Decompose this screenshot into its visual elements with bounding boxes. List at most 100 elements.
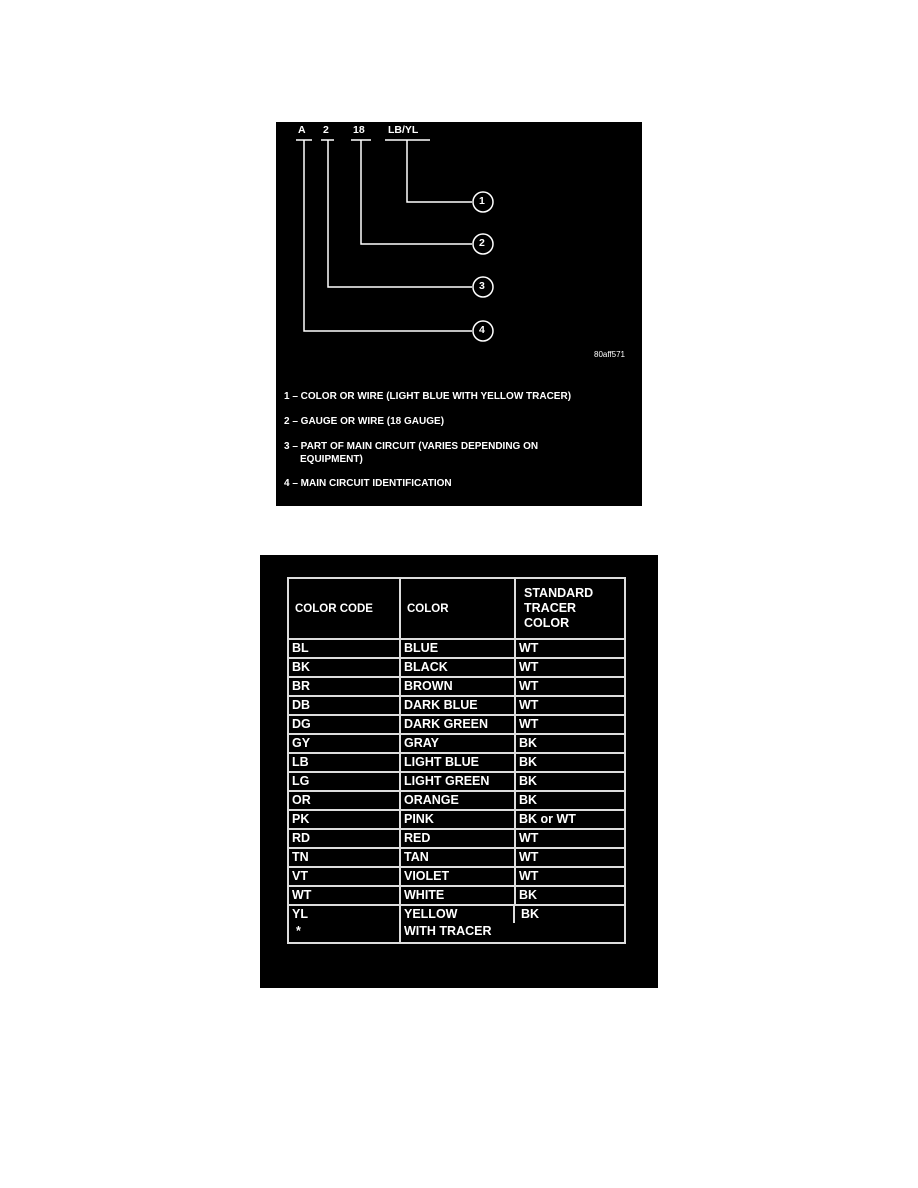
cell-code-text: YL	[292, 907, 308, 921]
cell-color-text: LIGHT GREEN	[404, 774, 490, 788]
cell-tracer-text: BK	[519, 774, 538, 788]
cell-tracer-text: WT	[519, 717, 539, 731]
cell-tracer-text: BK	[519, 888, 538, 902]
cell-color-text: VIOLET	[404, 869, 450, 883]
cell-tracer: BK	[514, 752, 626, 773]
cell-code-text: LB	[292, 755, 309, 769]
cell-color-text: RED	[404, 831, 431, 845]
cell-color-text: DARK GREEN	[404, 717, 489, 731]
cell-code-text: BK	[292, 660, 311, 674]
cell-code: PK	[287, 809, 401, 830]
cell-code: YL *	[287, 904, 401, 944]
cell-tracer: WT	[514, 828, 626, 849]
table-row: DB DARK BLUE WT	[287, 695, 626, 716]
cell-code: DG	[287, 714, 401, 735]
cell-color: YELLOW WITH TRACER	[399, 904, 515, 944]
cell-code-text: PK	[292, 812, 310, 826]
cell-code: VT	[287, 866, 401, 887]
table-row: VT VIOLET WT	[287, 866, 626, 887]
header-tracer: STANDARD TRACER COLOR	[514, 577, 626, 640]
cell-tracer: WT	[514, 847, 626, 868]
table-row: LG LIGHT GREEN BK	[287, 771, 626, 792]
callout-1: 1	[479, 195, 485, 207]
cell-tracer-text: BK	[519, 793, 538, 807]
cell-code: BK	[287, 657, 401, 678]
table-row: TN TAN WT	[287, 847, 626, 868]
cell-code: BR	[287, 676, 401, 697]
cell-code-text: BR	[292, 679, 311, 693]
cell-code-text: RD	[292, 831, 311, 845]
cell-tracer: BK	[513, 904, 626, 944]
cell-tracer: BK	[514, 790, 626, 811]
cell-color: BROWN	[399, 676, 516, 697]
cell-tracer-text: BK or WT	[519, 812, 576, 826]
cell-tracer: BK	[514, 733, 626, 754]
cell-code-text: WT	[292, 888, 312, 902]
cell-code: LG	[287, 771, 401, 792]
table-row: DG DARK GREEN WT	[287, 714, 626, 735]
cell-tracer: BK	[514, 771, 626, 792]
cell-color: RED	[399, 828, 516, 849]
cell-code-text: LG	[292, 774, 310, 788]
code-part-sub-circuit: 2	[323, 124, 329, 136]
table-row: GY GRAY BK	[287, 733, 626, 754]
cell-color: WHITE	[399, 885, 516, 906]
table-row: LB LIGHT BLUE BK	[287, 752, 626, 773]
cell-tracer-text: WT	[519, 850, 539, 864]
table-row: PK PINK BK or WT	[287, 809, 626, 830]
table-row: BK BLACK WT	[287, 657, 626, 678]
cell-tracer: WT	[514, 657, 626, 678]
code-part-circuit: A	[298, 124, 306, 136]
cell-code-text: TN	[292, 850, 309, 864]
cell-code: OR	[287, 790, 401, 811]
cell-code: WT	[287, 885, 401, 906]
figure-id: 80aff571	[594, 350, 625, 359]
cell-code: GY	[287, 733, 401, 754]
table-row: YL * YELLOW WITH TRACER BK	[287, 904, 626, 944]
cell-code: DB	[287, 695, 401, 716]
code-part-gauge: 18	[353, 124, 365, 136]
callout-4: 4	[479, 324, 485, 336]
table-row: WT WHITE BK	[287, 885, 626, 906]
cell-color-text: ORANGE	[404, 793, 459, 807]
cell-code: TN	[287, 847, 401, 868]
cell-tracer: BK or WT	[514, 809, 626, 830]
color-code-figure: COLOR CODE COLOR STANDARD TRACER COLOR B…	[260, 555, 658, 988]
cell-tracer-text: WT	[519, 660, 539, 674]
cell-color: LIGHT BLUE	[399, 752, 516, 773]
cell-color: ORANGE	[399, 790, 516, 811]
cell-color: LIGHT GREEN	[399, 771, 516, 792]
cell-color-text: PINK	[404, 812, 434, 826]
footnote-mark: *	[296, 924, 301, 938]
table-row: OR ORANGE BK	[287, 790, 626, 811]
cell-color-text: WHITE	[404, 888, 445, 902]
cell-color-text: BROWN	[404, 679, 453, 693]
cell-code-text: OR	[292, 793, 311, 807]
cell-color-text: TAN	[404, 850, 429, 864]
footnote-text: WITH TRACER	[404, 924, 492, 938]
cell-tracer: WT	[514, 638, 626, 659]
cell-code-text: VT	[292, 869, 308, 883]
cell-color: DARK BLUE	[399, 695, 516, 716]
cell-color: GRAY	[399, 733, 516, 754]
color-code-table: COLOR CODE COLOR STANDARD TRACER COLOR B…	[287, 577, 626, 944]
cell-tracer: WT	[514, 866, 626, 887]
cell-color-text: DARK BLUE	[404, 698, 478, 712]
cell-color-text: LIGHT BLUE	[404, 755, 479, 769]
cell-tracer: WT	[514, 714, 626, 735]
table-row: RD RED WT	[287, 828, 626, 849]
cell-color: TAN	[399, 847, 516, 868]
cell-tracer-text: BK	[513, 906, 621, 923]
cell-code: RD	[287, 828, 401, 849]
cell-tracer-text: WT	[519, 831, 539, 845]
cell-tracer-text: WT	[519, 641, 539, 655]
cell-color-text: BLUE	[404, 641, 439, 655]
cell-color: BLUE	[399, 638, 516, 659]
cell-color: VIOLET	[399, 866, 516, 887]
legend-item-3-cont: EQUIPMENT)	[300, 454, 363, 465]
cell-code: LB	[287, 752, 401, 773]
cell-color: DARK GREEN	[399, 714, 516, 735]
cell-color: PINK	[399, 809, 516, 830]
cell-code-text: GY	[292, 736, 311, 750]
cell-tracer-text: WT	[519, 869, 539, 883]
